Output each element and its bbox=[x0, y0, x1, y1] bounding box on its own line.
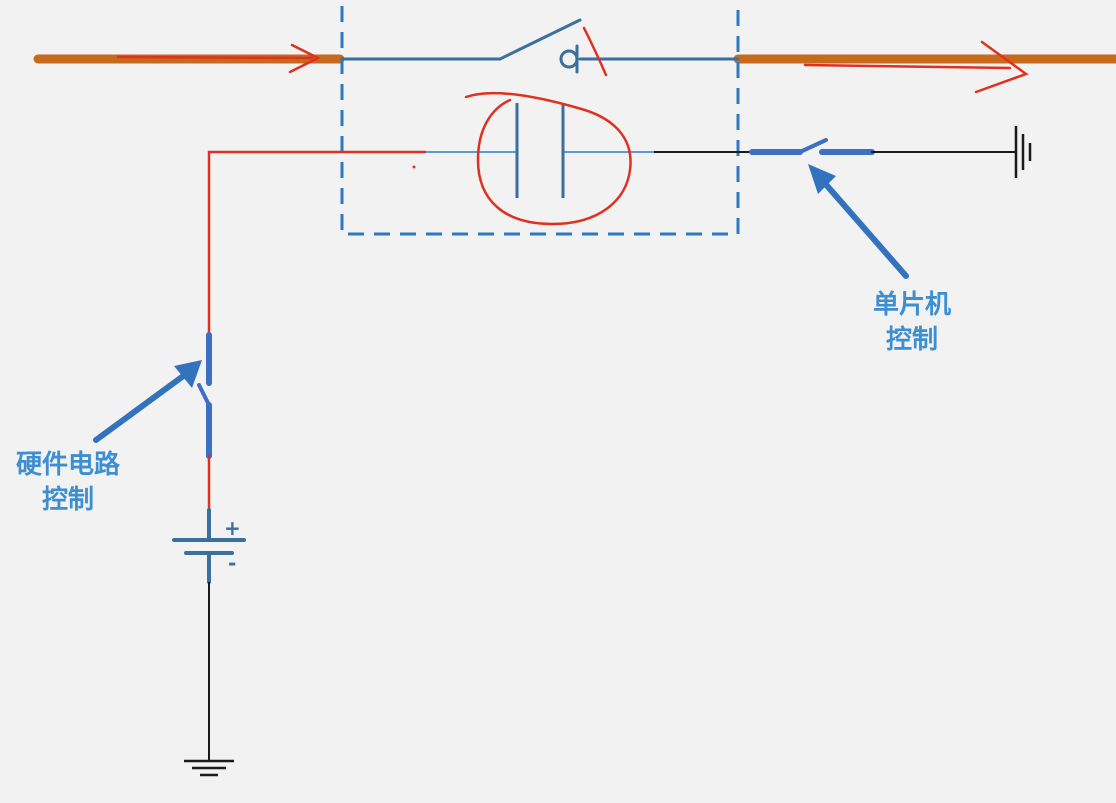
mcu-control-line-2: 控制 bbox=[885, 325, 938, 355]
capacitor-icon bbox=[515, 103, 565, 198]
mcu-switch bbox=[749, 138, 1016, 155]
battery-plus: + bbox=[224, 516, 241, 540]
battery-icon bbox=[172, 508, 246, 584]
mcu-pointer-arrow bbox=[808, 164, 909, 279]
mcu-control-line-1: 单片机 bbox=[872, 290, 951, 320]
flow-arrow-left bbox=[116, 43, 321, 74]
annotation-tick bbox=[582, 26, 608, 77]
hardware-switch bbox=[197, 332, 212, 512]
hardware-control-label: 硬件电路 控制 bbox=[5, 448, 131, 518]
ground-icon-bottom bbox=[184, 759, 234, 777]
control-wire-red bbox=[207, 150, 426, 335]
switch-with-latch-icon bbox=[340, 18, 740, 74]
hardware-pointer-arrow bbox=[93, 360, 202, 443]
hardware-control-line-1: 硬件电路 bbox=[15, 450, 120, 480]
hardware-control-line-2: 控制 bbox=[41, 485, 94, 515]
relay-dashed-box bbox=[340, 0, 740, 236]
battery-minus: - bbox=[228, 551, 236, 575]
annotation-circle bbox=[464, 91, 632, 226]
flow-arrow-right bbox=[803, 40, 1029, 94]
red-dot bbox=[412, 165, 416, 169]
mcu-control-label: 单片机 控制 bbox=[862, 288, 962, 358]
ground-icon bbox=[1014, 126, 1032, 178]
